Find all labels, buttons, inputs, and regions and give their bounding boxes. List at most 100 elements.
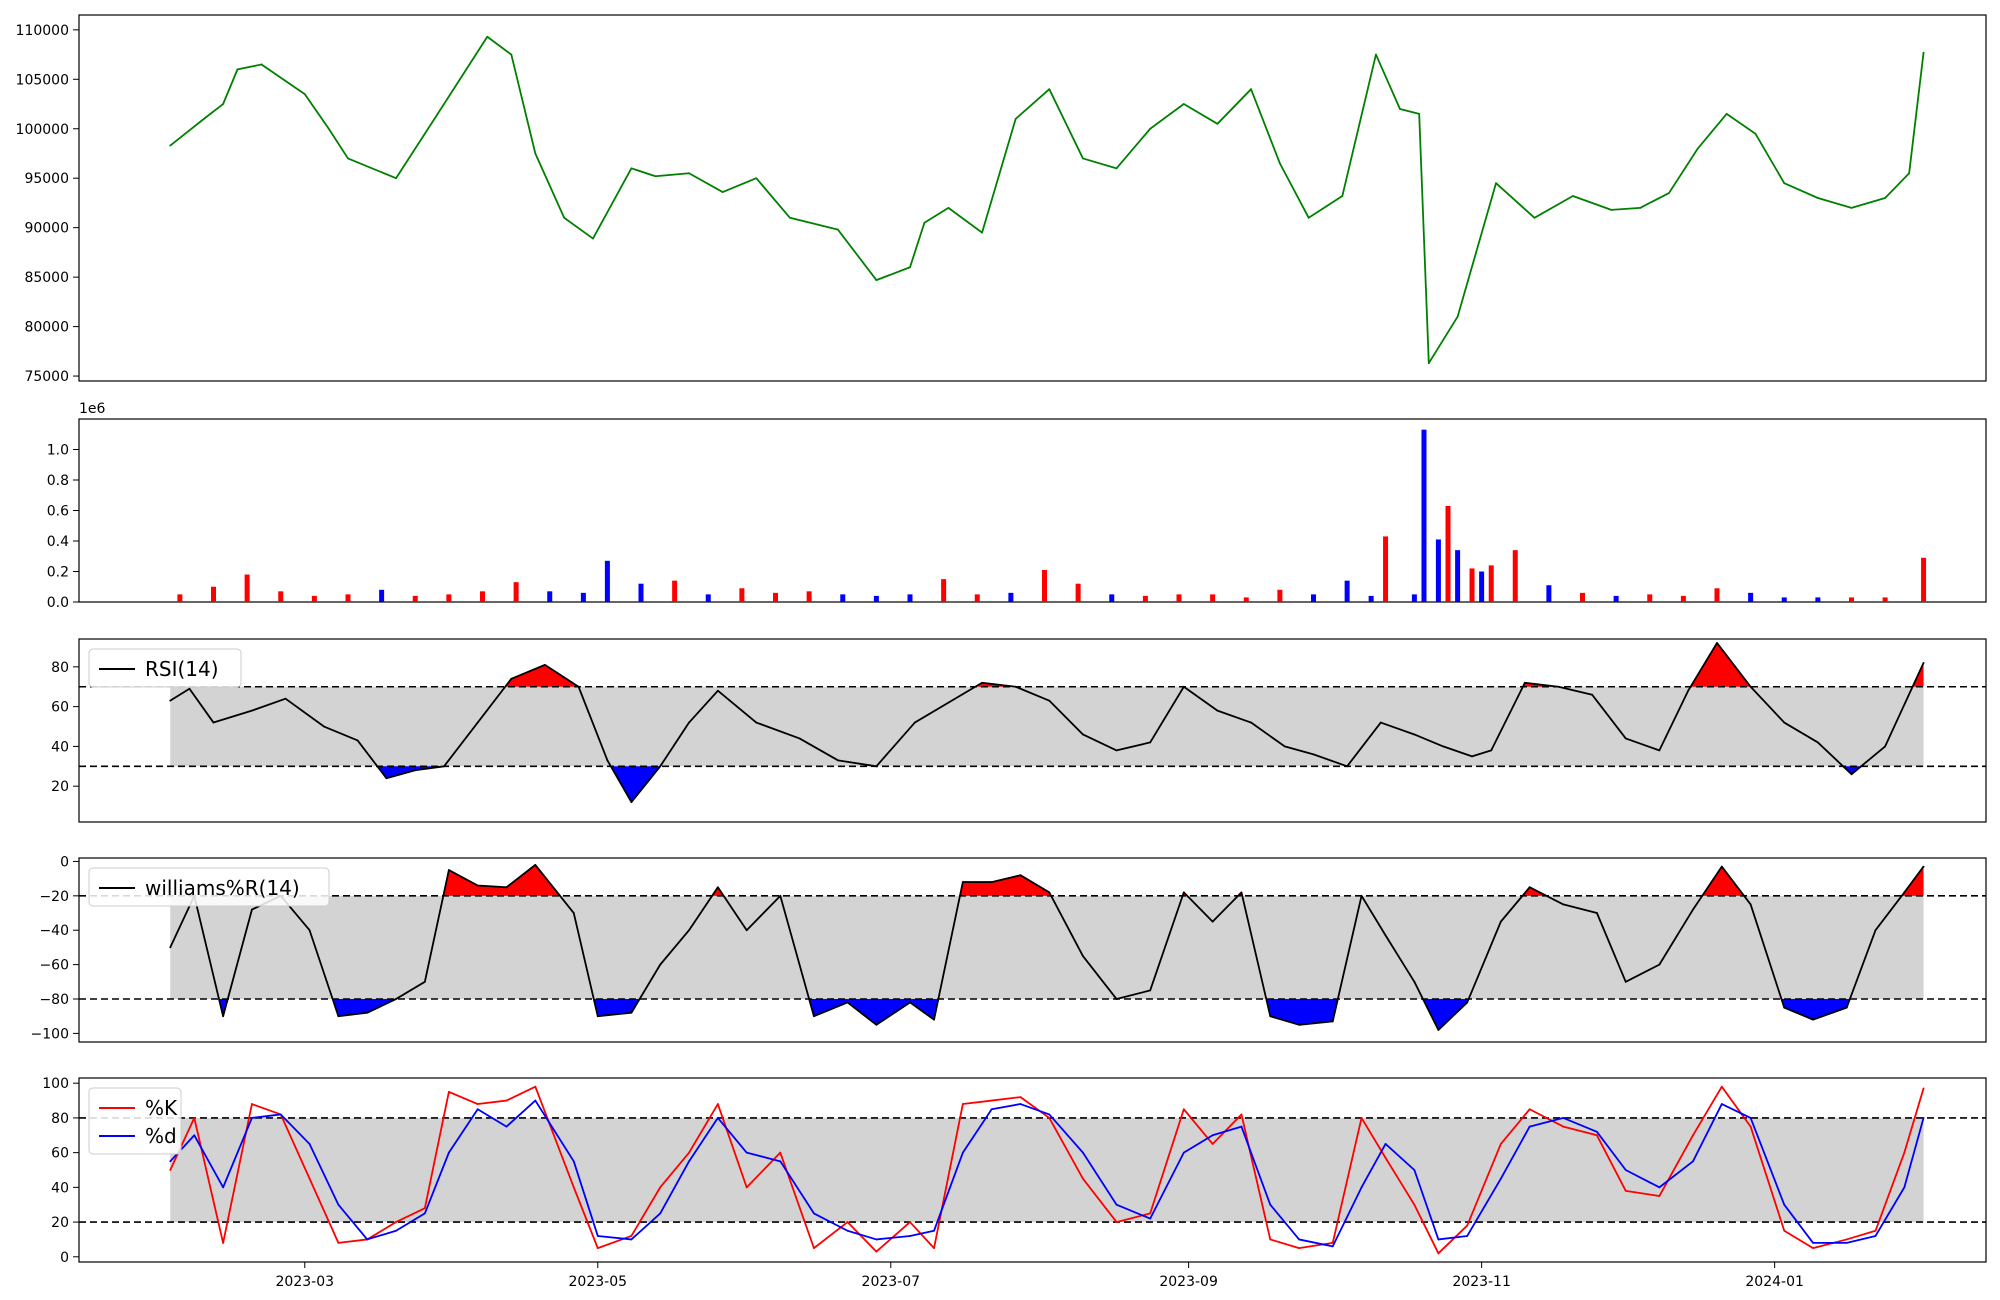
williams-series-line-point: [596, 1015, 599, 1018]
stochastic-series-line-k-point: [630, 1235, 633, 1237]
price-series-line-point: [1571, 195, 1574, 197]
stochastic-series-line-k-point: [1298, 1247, 1300, 1250]
stochastic-series-line-d-point: [169, 1160, 172, 1163]
stochastic-series-line-k-point: [1624, 1189, 1627, 1192]
williams-series-line-point: [1812, 1018, 1814, 1021]
williams-series-line-point: [1466, 1001, 1469, 1004]
williams-series-line-point: [846, 1001, 849, 1004]
price-series-line-point: [395, 177, 397, 180]
williams-series-line-point: [1596, 912, 1598, 914]
stochastic-series-line-d-point: [1298, 1238, 1300, 1241]
stochastic-series-line-k-point: [1528, 1108, 1531, 1111]
price-ytick-label: 100000: [16, 122, 69, 138]
price-ytick-label: 75000: [24, 369, 69, 385]
volume-bar: [1748, 592, 1754, 602]
price-series-line-point: [1418, 113, 1421, 115]
price-series-line-point: [1307, 216, 1310, 219]
price-series-line-point: [327, 127, 330, 130]
volume-ytick-label: 0.0: [47, 595, 69, 611]
volume-bar: [244, 574, 250, 602]
rsi-ytick-label: 60: [51, 700, 69, 716]
rsi-series-line-point: [1283, 745, 1286, 748]
stochastic-ytick-label: 0: [60, 1250, 69, 1266]
williams-series-line-point: [534, 863, 537, 866]
price-series-line-point: [1725, 113, 1728, 115]
rsi-series-line-point: [1149, 741, 1152, 744]
stochastic-series-line-d-point: [1082, 1151, 1084, 1154]
stochastic-series-line-k-point: [169, 1169, 172, 1171]
volume-bar: [547, 591, 553, 602]
rsi-overbought-fill: [505, 664, 579, 687]
stochastic-series-line-d-point: [1211, 1134, 1214, 1137]
stochastic-series-line-d-point: [1499, 1177, 1502, 1180]
volume-bar: [278, 591, 284, 602]
rsi-series-line-point: [755, 721, 758, 724]
williams-oversold-fill: [1781, 999, 1850, 1020]
stochastic-series-line-d-point: [505, 1125, 508, 1128]
rsi-series-line-point: [798, 737, 801, 740]
williams-oversold-fill: [1266, 999, 1338, 1025]
price-series-line-point: [169, 144, 172, 147]
stochastic-series-line-k-point: [688, 1151, 690, 1154]
xtick-label: 2024-01: [1745, 1274, 1804, 1290]
volume-bar: [1411, 594, 1417, 602]
williams-series-line-point: [1082, 955, 1084, 957]
volume-bar: [1580, 592, 1586, 602]
volume-bar: [941, 579, 947, 602]
volume-ytick-label: 1.0: [47, 443, 69, 459]
price-series-line-point: [630, 167, 633, 170]
stochastic-series-line-k-point: [1048, 1117, 1051, 1119]
price-series-line-point: [1182, 103, 1185, 105]
price-series-line-point: [1456, 315, 1459, 318]
volume-bar: [513, 582, 519, 602]
price-series-line-point: [534, 152, 537, 155]
williams-series-line-point: [1360, 894, 1363, 897]
price-series-line-point: [303, 93, 306, 96]
rsi-ytick-label: 40: [51, 739, 69, 755]
williams-series-line-point: [1269, 1015, 1272, 1018]
williams-series-line-point: [813, 1015, 815, 1018]
price-series-line-point: [1048, 88, 1051, 91]
williams-series-line-point: [1240, 891, 1243, 894]
williams-series-line-point: [222, 1015, 225, 1018]
williams-series-line-point: [1413, 980, 1416, 983]
stochastic-series-line-d-point: [193, 1134, 196, 1137]
williams-series-line-point: [1692, 908, 1694, 911]
volume-axes-frame: [78, 418, 1987, 603]
stochastic-series-line-d-point: [572, 1160, 575, 1163]
williams-oversold-fill: [1422, 999, 1469, 1030]
stochastic-series-line-d-point: [1562, 1117, 1565, 1119]
stochastic-series-line-k-point: [596, 1247, 599, 1250]
stochastic-series-line-k-point: [1812, 1247, 1814, 1250]
stochastic-ytick-label: 60: [51, 1146, 69, 1162]
williams-series-line-point: [251, 908, 253, 911]
stochastic-series-line-d-point: [1692, 1160, 1694, 1163]
williams-series-line-point: [169, 946, 172, 949]
price-series-line-point: [1082, 157, 1084, 160]
williams-series-line-point: [1331, 1020, 1334, 1023]
price-series-line-point: [1341, 195, 1344, 197]
stochastic-series-line-d-point: [1596, 1130, 1598, 1133]
rsi-series-line-point: [1658, 749, 1661, 752]
stochastic-series-line-d-point: [1360, 1186, 1363, 1189]
volume-bar: [1008, 592, 1014, 602]
volume-bar: [1243, 597, 1249, 602]
rsi-series-line-point: [1716, 642, 1718, 644]
williams-series-line-point: [1922, 865, 1925, 868]
volume-bar: [580, 592, 586, 602]
volume-bar: [705, 594, 711, 602]
stochastic-series-line-d-point: [688, 1160, 690, 1163]
rsi-series-line-point: [981, 681, 983, 684]
rsi-panel: 20 40 60 80 RSI(14): [51, 638, 1987, 823]
volume-bar: [1277, 589, 1283, 602]
rsi-series-line-point: [1624, 737, 1627, 740]
stochastic-series-line-k-point: [1019, 1096, 1022, 1098]
williams-oversold-fill: [809, 999, 939, 1025]
price-ytick-label: 95000: [24, 171, 69, 187]
volume-bar: [907, 594, 913, 602]
williams-ytick-label: −20: [39, 889, 69, 905]
price-series-line-point: [1115, 167, 1118, 170]
williams-panel: 0 −20 −40 −60 −80 −100 williams%R(14): [31, 854, 1987, 1043]
price-series-line-point: [1278, 162, 1281, 165]
williams-ytick-label: −80: [39, 992, 69, 1008]
